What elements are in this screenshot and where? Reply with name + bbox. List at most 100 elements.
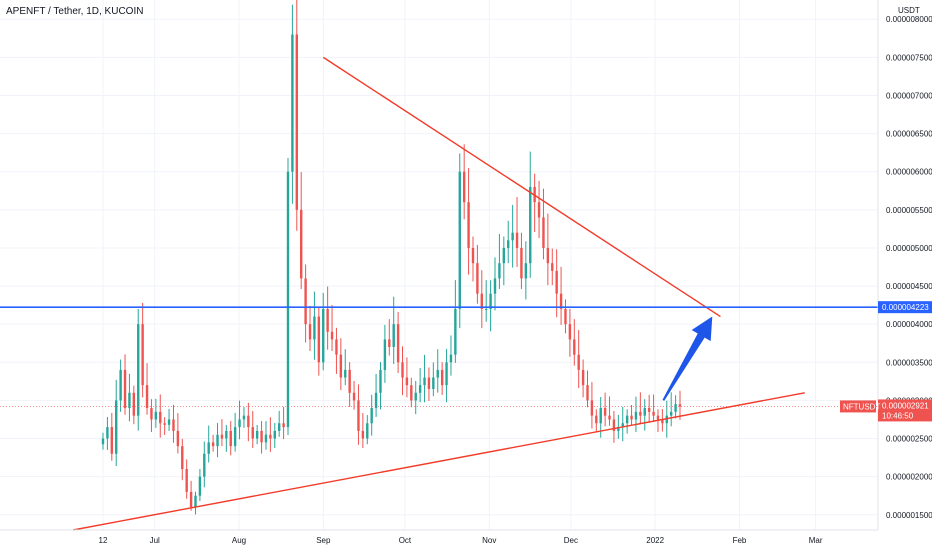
candle[interactable] xyxy=(163,417,166,436)
candle[interactable] xyxy=(286,157,290,436)
candle[interactable] xyxy=(150,399,153,433)
candle[interactable] xyxy=(515,197,519,267)
candle[interactable] xyxy=(291,4,294,204)
candle[interactable] xyxy=(440,362,444,395)
candle[interactable] xyxy=(172,404,175,443)
candle[interactable] xyxy=(128,373,131,422)
candle[interactable] xyxy=(502,236,506,286)
candle[interactable] xyxy=(330,305,334,352)
time-axis[interactable]: 12 Jul Aug Sep Oct Nov Dec 2022 Feb Mar xyxy=(0,529,878,545)
candle[interactable] xyxy=(608,396,611,426)
candle[interactable] xyxy=(251,410,254,449)
candle[interactable] xyxy=(577,329,580,389)
candle[interactable] xyxy=(476,244,479,304)
candle[interactable] xyxy=(449,335,453,376)
candle[interactable] xyxy=(317,307,321,376)
candle[interactable] xyxy=(123,354,127,415)
candle[interactable] xyxy=(273,422,276,449)
candle[interactable] xyxy=(458,153,461,329)
candle[interactable] xyxy=(537,180,541,239)
candle[interactable] xyxy=(625,409,629,434)
candle[interactable] xyxy=(445,348,448,403)
candle[interactable] xyxy=(189,480,193,511)
candle[interactable] xyxy=(427,367,431,401)
candle[interactable] xyxy=(507,220,510,264)
candle[interactable] xyxy=(300,172,303,289)
candle[interactable] xyxy=(145,363,149,415)
candle[interactable] xyxy=(612,411,616,443)
candle[interactable] xyxy=(546,213,550,286)
candle[interactable] xyxy=(339,338,343,391)
candle[interactable] xyxy=(568,308,572,357)
candle[interactable] xyxy=(322,292,325,371)
candle[interactable] xyxy=(436,349,439,393)
candle[interactable] xyxy=(533,173,536,233)
candle[interactable] xyxy=(484,280,488,322)
candle[interactable] xyxy=(471,236,475,282)
candle[interactable] xyxy=(674,395,677,419)
candle[interactable] xyxy=(335,327,338,374)
candle[interactable] xyxy=(313,291,316,360)
candle[interactable] xyxy=(617,414,620,439)
candle[interactable] xyxy=(498,233,501,289)
resistance-trendline[interactable] xyxy=(322,56,721,318)
candle[interactable] xyxy=(586,370,589,408)
candle[interactable] xyxy=(454,280,457,363)
candle[interactable] xyxy=(595,409,598,432)
candle[interactable] xyxy=(167,408,171,431)
candle[interactable] xyxy=(564,299,567,334)
candle[interactable] xyxy=(573,319,576,366)
candle[interactable] xyxy=(639,392,642,425)
candle[interactable] xyxy=(229,420,232,456)
candle[interactable] xyxy=(110,412,114,461)
candle[interactable] xyxy=(295,0,299,231)
candle[interactable] xyxy=(361,413,365,449)
price-axis[interactable]: 0.000001500 0.000002000 0.000002500 0.00000… xyxy=(840,0,932,530)
candle[interactable] xyxy=(277,410,281,437)
candle[interactable] xyxy=(603,392,607,427)
candle[interactable] xyxy=(326,286,329,350)
candle[interactable] xyxy=(282,406,285,440)
candle[interactable] xyxy=(233,412,237,452)
candle[interactable] xyxy=(467,168,470,275)
candle[interactable] xyxy=(418,368,422,403)
candle[interactable] xyxy=(106,416,109,450)
candle[interactable] xyxy=(154,398,158,428)
candle[interactable] xyxy=(590,382,594,429)
candle[interactable] xyxy=(551,248,554,286)
candle[interactable] xyxy=(181,438,184,481)
candle[interactable] xyxy=(141,302,144,398)
candle[interactable] xyxy=(238,400,241,440)
candle[interactable] xyxy=(520,232,523,289)
candle[interactable] xyxy=(524,241,528,300)
candle[interactable] xyxy=(405,357,409,398)
candle[interactable] xyxy=(379,362,382,410)
candle[interactable] xyxy=(462,144,466,220)
candle[interactable] xyxy=(137,308,140,431)
candle[interactable] xyxy=(432,362,435,397)
support-trendline[interactable] xyxy=(72,392,805,531)
candle[interactable] xyxy=(119,359,122,412)
candle[interactable] xyxy=(410,377,413,408)
candle[interactable] xyxy=(348,362,351,407)
candle[interactable] xyxy=(559,266,563,325)
candle[interactable] xyxy=(225,424,228,452)
candle[interactable] xyxy=(555,249,558,318)
candle[interactable] xyxy=(247,402,250,442)
candle[interactable] xyxy=(159,394,162,438)
candle[interactable] xyxy=(401,346,404,396)
candle[interactable] xyxy=(489,280,492,332)
candle[interactable] xyxy=(414,380,417,415)
candle[interactable] xyxy=(198,469,202,502)
candle[interactable] xyxy=(194,491,197,515)
candle[interactable] xyxy=(357,384,360,445)
candle[interactable] xyxy=(220,419,224,447)
candle[interactable] xyxy=(216,423,219,458)
candle[interactable] xyxy=(542,188,545,260)
candle[interactable] xyxy=(370,394,373,436)
candle[interactable] xyxy=(529,151,532,278)
candle[interactable] xyxy=(630,404,633,426)
candle[interactable] xyxy=(480,270,483,329)
candle[interactable] xyxy=(493,257,497,311)
